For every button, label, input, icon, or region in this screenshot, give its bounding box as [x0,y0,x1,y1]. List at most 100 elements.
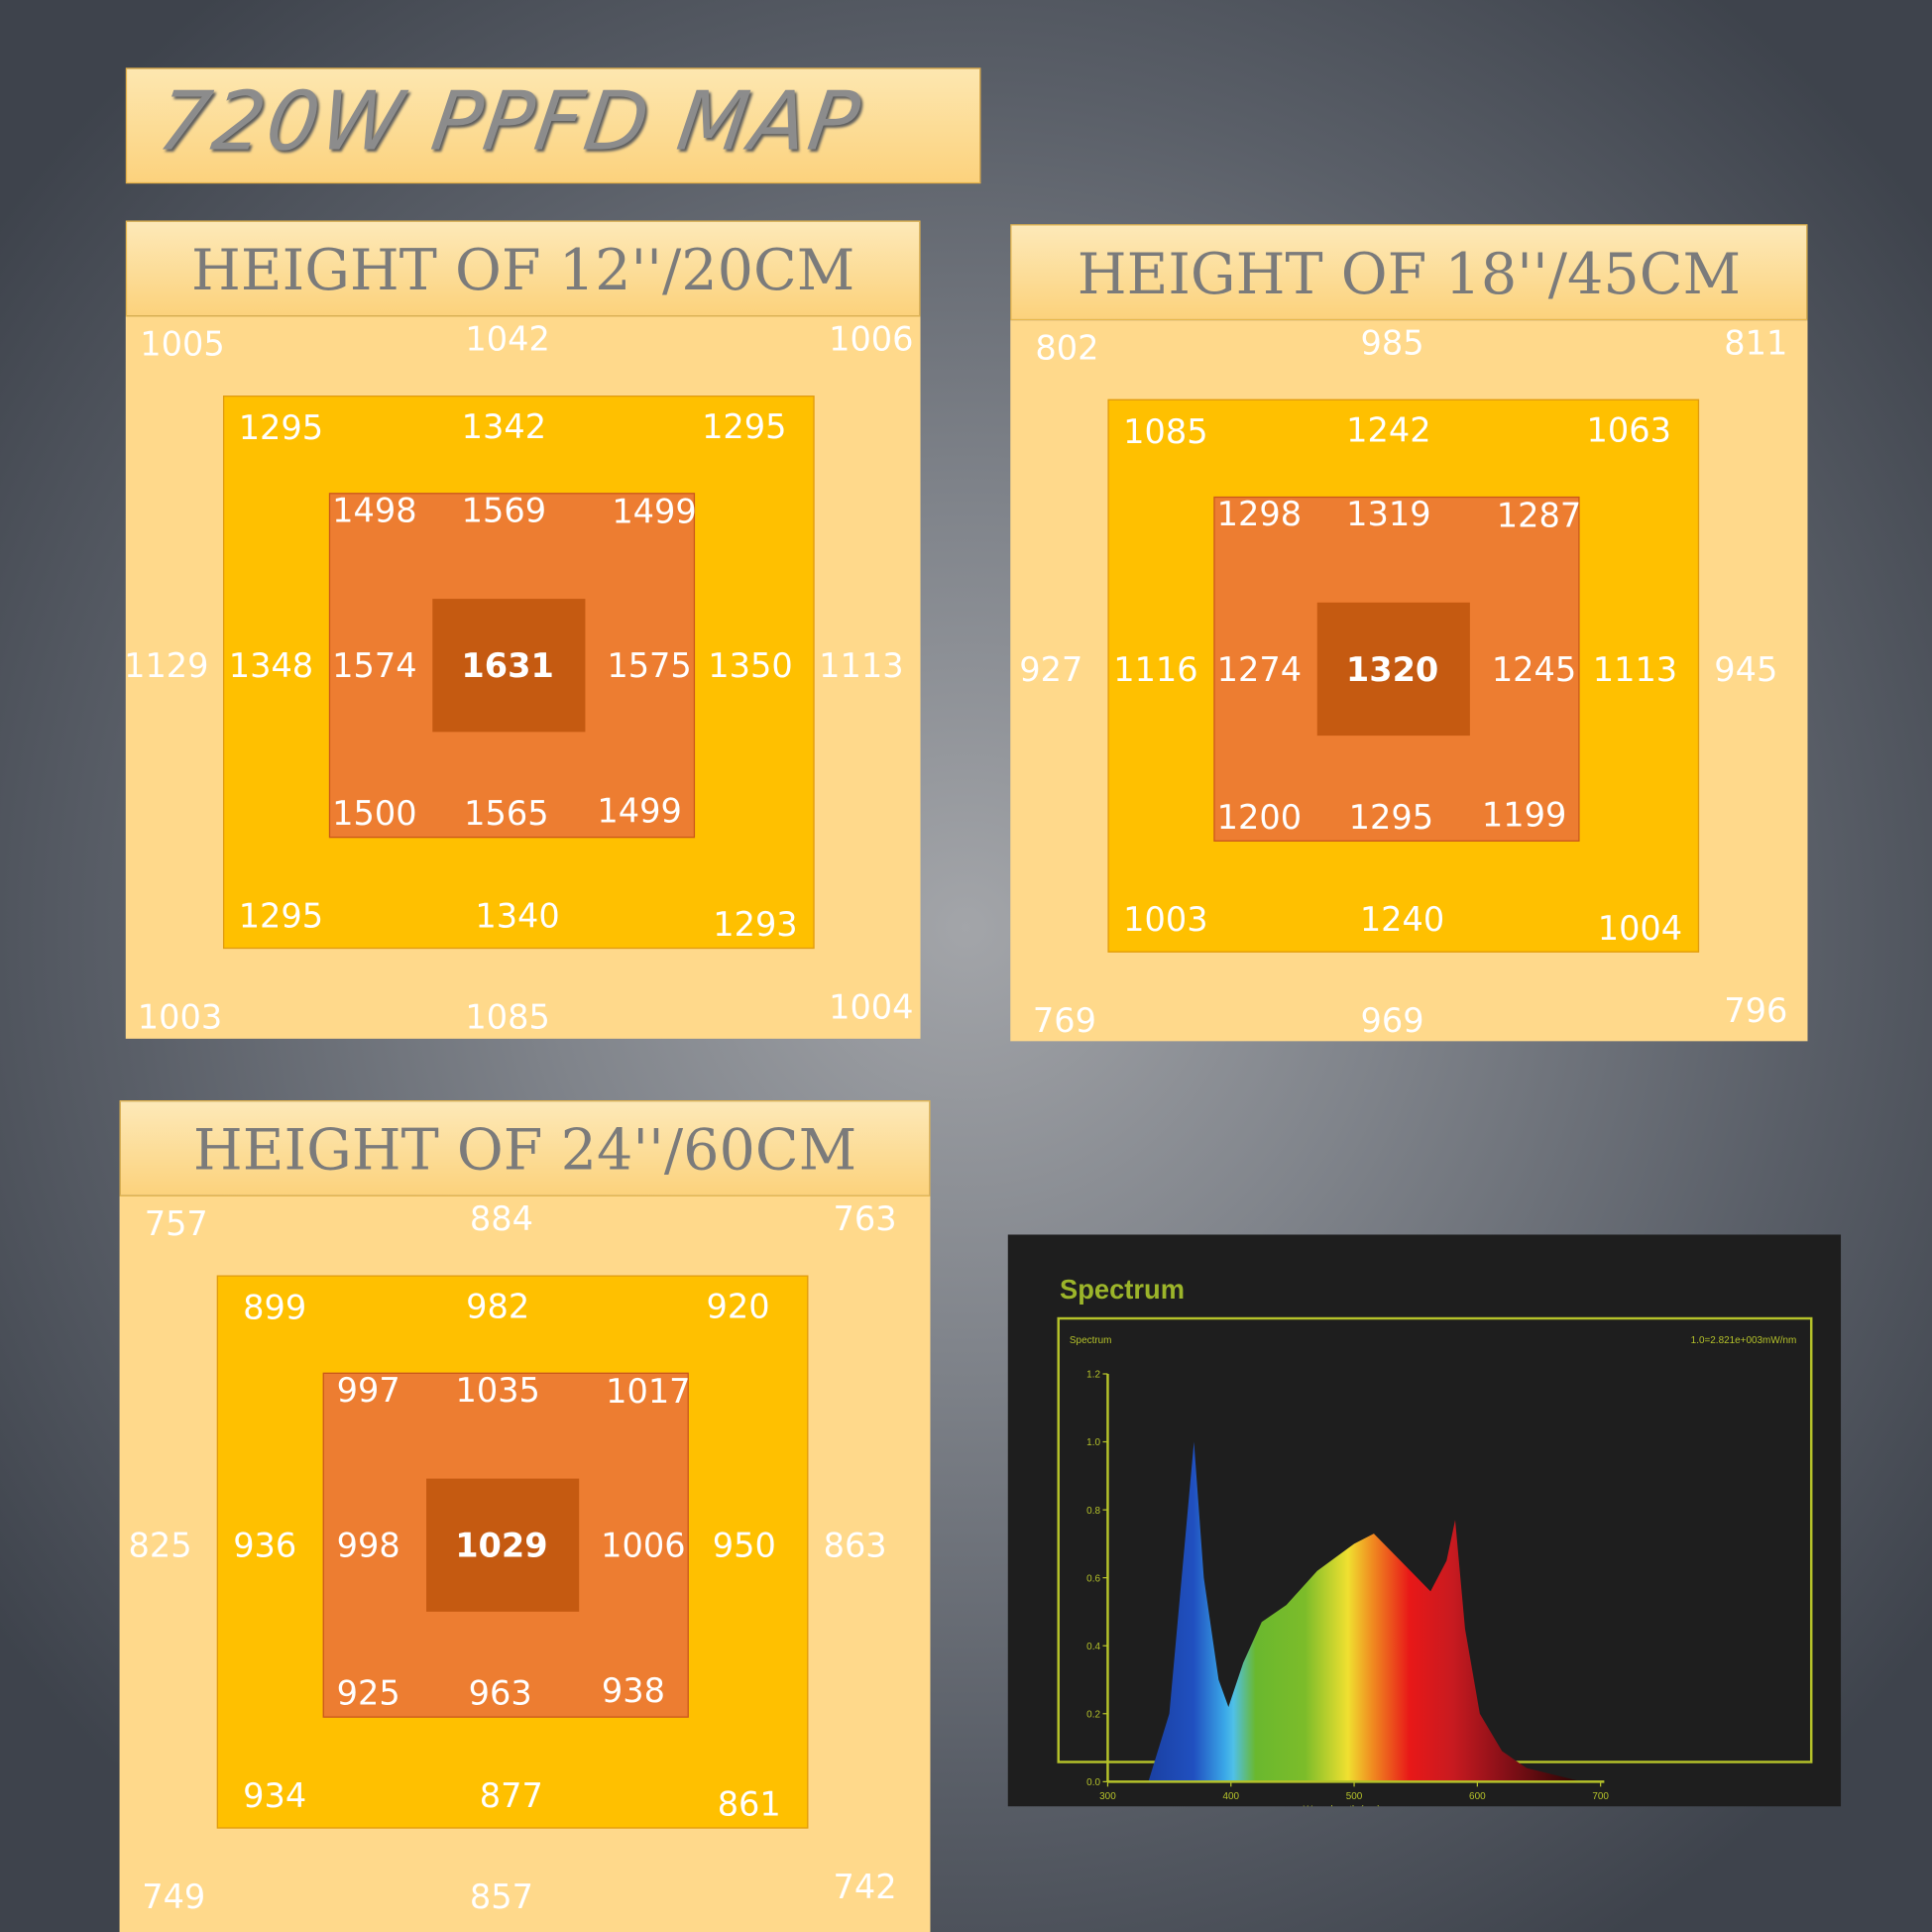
map-18in: HEIGHT OF 18''/45CM 802 985 811 927 945 769 969… [1010,224,1808,1042]
chart-annotation: 1.0=2.821e+003mW/nm [1691,1335,1797,1346]
ppfd-outer-tl: 802 [1035,329,1099,369]
y-tick-label: 0.2 [1086,1710,1100,1721]
ppfd-middle-br: 1004 [1597,909,1683,949]
ppfd-inner-tl: 997 [336,1372,400,1411]
ppfd-inner-tr: 1499 [612,493,697,532]
ppfd-inner-br: 1199 [1481,796,1567,836]
ppfd-outer-bl: 769 [1032,1002,1096,1041]
ppfd-outer-tr: 1006 [829,320,914,360]
ppfd-outer-l: 825 [128,1527,192,1566]
ppfd-inner-r: 1245 [1491,650,1577,690]
ppfd-inner-bl: 1200 [1216,799,1303,838]
ppfd-outer-l: 1129 [125,647,209,686]
ppfd-inner-t: 1035 [455,1372,540,1411]
ppfd-outer-t: 884 [469,1200,533,1239]
ppfd-middle-tr: 1063 [1586,411,1671,451]
ppfd-middle-l: 1348 [228,647,314,686]
ppfd-inner-l: 1574 [332,647,417,686]
map-heading: HEIGHT OF 12''/20CM [191,236,855,303]
ppfd-outer-b: 857 [469,1877,533,1917]
spectrum-svg: Spectrum Spectrum 1.0=2.821e+003mW/nm 300 40… [1057,1274,1813,1806]
ppfd-inner-tl: 1298 [1216,496,1303,534]
ppfd-middle-t: 982 [466,1288,530,1327]
x-tick-label: 700 [1592,1791,1609,1802]
ppfd-inner-b: 963 [468,1674,532,1714]
ppfd-center: 1029 [455,1527,548,1566]
ppfd-outer-b: 969 [1360,1002,1424,1041]
ppfd-middle-r: 950 [712,1527,776,1566]
ppfd-middle-t: 1342 [461,408,547,447]
ppfd-middle-r: 1350 [708,647,793,686]
ppfd-inner-r: 1006 [601,1527,686,1566]
ppfd-outer-b: 1085 [465,998,550,1037]
y-tick-label: 0.6 [1086,1573,1100,1584]
x-axis-label: Wave length (nm) [1304,1804,1381,1806]
center-zone [426,1478,580,1612]
ppfd-inner-tl: 1498 [332,492,417,531]
title-banner: 720W PPFD MAP [125,67,981,184]
ppfd-outer-br: 742 [833,1869,897,1907]
ppfd-center: 1320 [1345,650,1439,690]
spectrum-chart: Spectrum Spectrum 1.0=2.821e+003mW/nm 300 40… [1007,1234,1842,1807]
ppfd-middle-l: 1116 [1113,650,1198,690]
ppfd-inner-b: 1295 [1348,799,1434,838]
ppfd-inner-l: 998 [336,1527,400,1566]
x-tick-label: 600 [1469,1791,1486,1802]
y-tick-label: 0.0 [1086,1777,1100,1788]
ppfd-outer-br: 1004 [829,988,914,1028]
ppfd-outer-tr: 811 [1724,324,1788,364]
ppfd-center: 1631 [461,647,554,686]
ppfd-inner-br: 1499 [597,792,682,832]
spectrum-area [1148,1441,1583,1782]
ppfd-middle-bl: 934 [243,1777,307,1816]
ppfd-middle-tr: 1295 [702,408,787,447]
map-heading-bar: HEIGHT OF 18''/45CM [1010,224,1808,321]
y-tick-label: 1.0 [1086,1437,1100,1448]
ppfd-middle-b: 877 [479,1777,543,1816]
ppfd-inner-t: 1569 [461,492,547,531]
map-heading: HEIGHT OF 18''/45CM [1077,240,1742,307]
ppfd-outer-r: 1113 [819,647,904,686]
ppfd-middle-br: 1293 [713,906,798,945]
ppfd-middle-b: 1340 [475,897,560,937]
ppfd-inner-br: 938 [601,1672,665,1711]
ppfd-middle-l: 936 [233,1527,297,1566]
ppfd-inner-bl: 925 [336,1674,400,1714]
ppfd-outer-t: 985 [1360,324,1424,364]
map-12in: HEIGHT OF 12''/20CM 1005 1042 1006 1129 1113 1… [125,220,921,1039]
page-title: 720W PPFD MAP [152,73,867,170]
ppfd-outer-tl: 757 [144,1205,208,1244]
ppfd-outer-r: 863 [823,1527,887,1566]
x-tick-label: 300 [1099,1791,1116,1802]
center-zone [432,599,586,733]
ppfd-outer-r: 945 [1714,650,1778,690]
map-heading: HEIGHT OF 24''/60CM [192,1116,857,1184]
map-24in: HEIGHT OF 24''/60CM 757 884 763 825 863 749 857… [119,1099,931,1932]
ppfd-middle-br: 861 [717,1785,781,1825]
ppfd-outer-br: 796 [1724,992,1788,1031]
ppfd-inner-tr: 1017 [606,1373,691,1412]
center-zone [1316,602,1470,737]
ppfd-outer-tr: 763 [833,1200,897,1239]
ppfd-outer-l: 927 [1019,650,1083,690]
map-heading-bar: HEIGHT OF 24''/60CM [119,1099,931,1196]
x-tick-label: 400 [1222,1791,1239,1802]
ppfd-middle-t: 1242 [1346,411,1431,451]
x-tick-label: 500 [1346,1791,1363,1802]
ppfd-outer-bl: 1003 [137,998,223,1037]
outer-zone: 757 884 763 825 863 749 857 742 899 982 920 936 950 9… [119,1195,931,1932]
ppfd-outer-t: 1042 [465,320,550,360]
y-tick-label: 1.2 [1086,1370,1100,1381]
ppfd-outer-bl: 749 [142,1877,206,1917]
ppfd-outer-tl: 1005 [140,325,225,365]
ppfd-middle-tl: 1085 [1123,413,1208,452]
ppfd-inner-b: 1565 [464,795,549,834]
ppfd-middle-bl: 1003 [1123,901,1208,940]
ppfd-inner-l: 1274 [1216,650,1303,690]
ppfd-middle-tl: 899 [243,1289,307,1328]
chart-title: Spectrum [1060,1274,1185,1305]
y-tick-label: 0.4 [1086,1642,1100,1652]
map-heading-bar: HEIGHT OF 12''/20CM [125,220,921,317]
ppfd-inner-bl: 1500 [332,795,417,834]
